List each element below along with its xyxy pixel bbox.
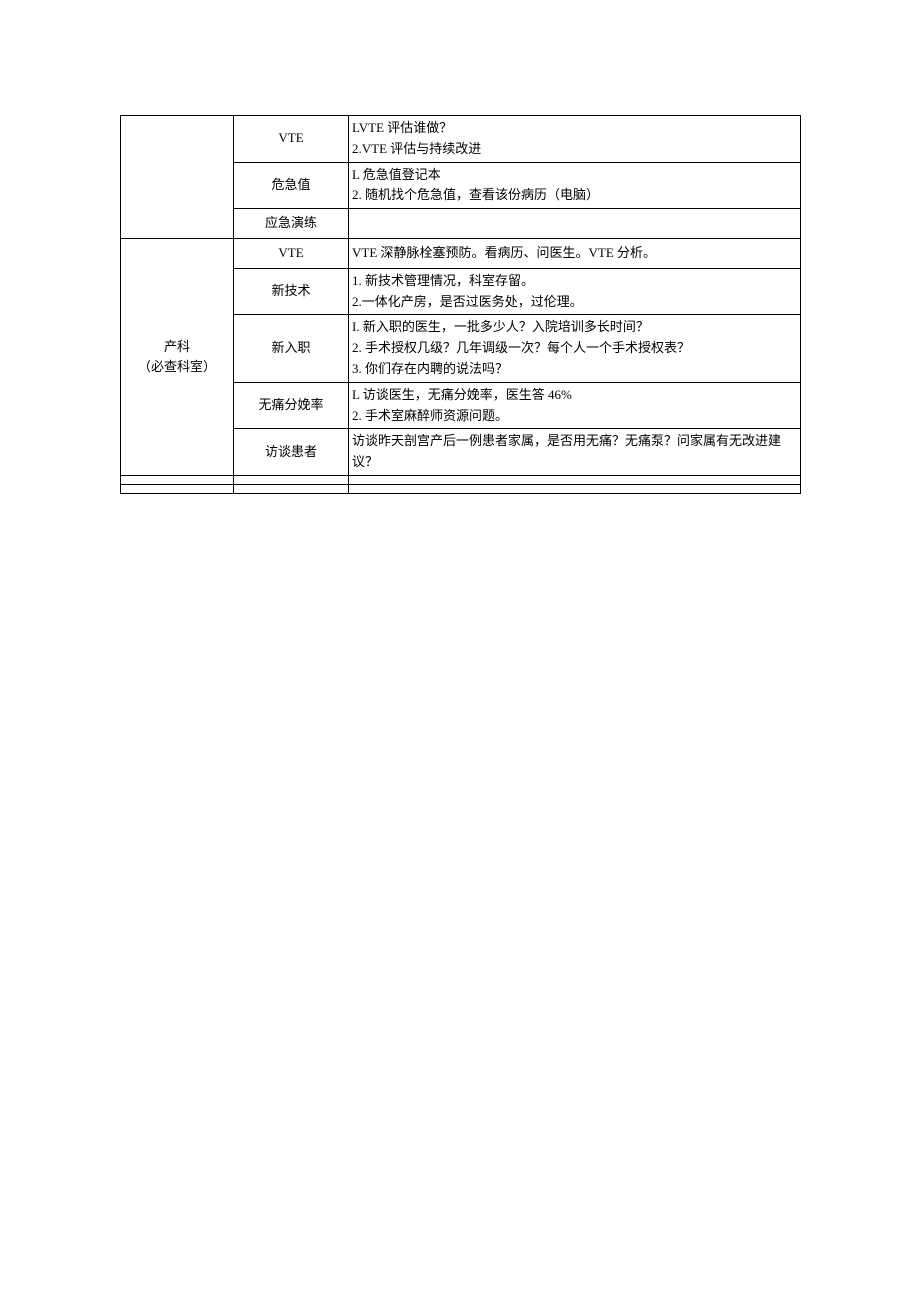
topic-cell: 危急值 (234, 162, 349, 209)
empty-cell (349, 484, 801, 493)
content-cell: 1. 新技术管理情况，科室存留。2.一体化产房，是否过医务处，过伦理。 (349, 268, 801, 315)
empty-cell (121, 484, 234, 493)
content-cell: L 访谈医生，无痛分娩率，医生答 46%2. 手术室麻醉师资源问题。 (349, 382, 801, 429)
section2-label-line2: （必查科室） (138, 359, 216, 374)
empty-cell (234, 475, 349, 484)
empty-cell (121, 475, 234, 484)
topic-cell: VTE (234, 238, 349, 268)
topic-cell: 无痛分娩率 (234, 382, 349, 429)
table-row (121, 475, 801, 484)
section2-label-line1: 产科 (164, 339, 190, 354)
content-cell: VTE 深静脉栓塞预防。看病历、问医生。VTE 分析。 (349, 238, 801, 268)
topic-cell: 新入职 (234, 315, 349, 382)
content-cell: LVTE 评估谁做？2.VTE 评估与持续改进 (349, 116, 801, 163)
content-cell: L 危急值登记本2. 随机找个危急值，查看该份病历（电脑） (349, 162, 801, 209)
content-cell (349, 209, 801, 239)
table-row: 产科 （必查科室） VTE VTE 深静脉栓塞预防。看病历、问医生。VTE 分析… (121, 238, 801, 268)
inspection-table: VTE LVTE 评估谁做？2.VTE 评估与持续改进 危急值 L 危急值登记本… (120, 115, 801, 494)
topic-cell: 应急演练 (234, 209, 349, 239)
section1-label (121, 116, 234, 239)
topic-cell: VTE (234, 116, 349, 163)
empty-cell (234, 484, 349, 493)
topic-cell: 新技术 (234, 268, 349, 315)
content-cell: I. 新入职的医生，一批多少人？入院培训多长时间？2. 手术授权几级？几年调级一… (349, 315, 801, 382)
section2-label: 产科 （必查科室） (121, 238, 234, 475)
empty-cell (349, 475, 801, 484)
content-cell: 访谈昨天剖宫产后一例患者家属，是否用无痛？无痛泵？问家属有无改进建议？ (349, 429, 801, 476)
table-row (121, 484, 801, 493)
table-row: VTE LVTE 评估谁做？2.VTE 评估与持续改进 (121, 116, 801, 163)
topic-cell: 访谈患者 (234, 429, 349, 476)
